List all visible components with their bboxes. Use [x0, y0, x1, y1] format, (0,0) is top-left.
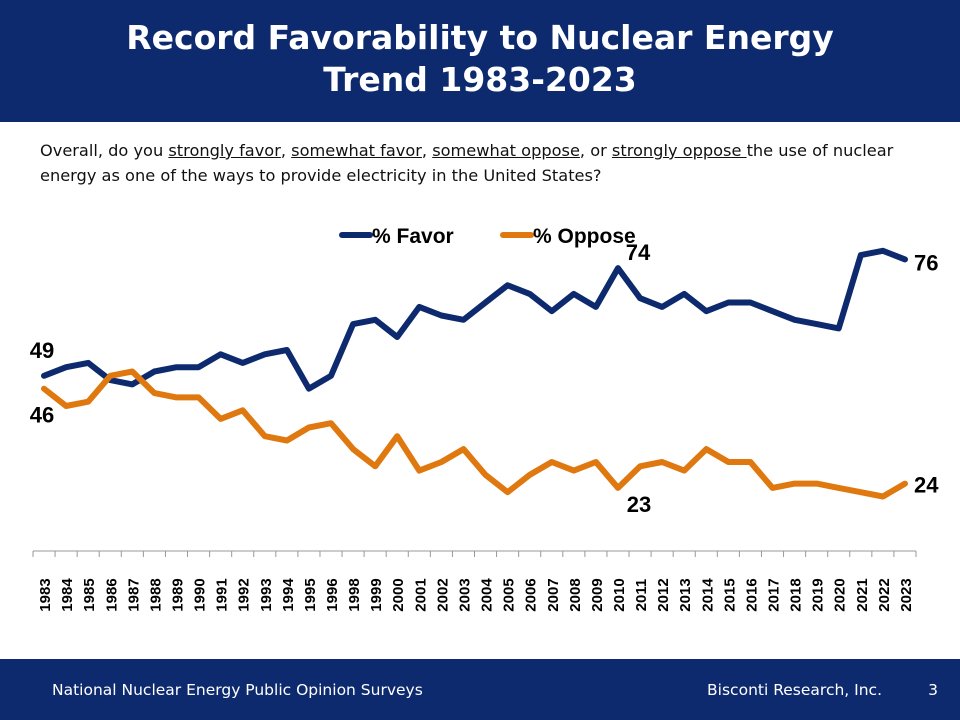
- favor-data-label: 76: [914, 250, 938, 275]
- oppose-data-label: 23: [627, 492, 651, 517]
- x-tick-label: 1988: [147, 578, 164, 611]
- title-banner: Record Favorability to Nuclear Energy Tr…: [0, 0, 960, 122]
- favor-data-label: 49: [30, 338, 54, 363]
- x-tick-label: 2015: [721, 578, 738, 611]
- x-tick-label: 1983: [37, 578, 54, 611]
- x-tick-label: 2004: [479, 578, 496, 612]
- x-tick-label: 1984: [59, 578, 76, 612]
- option-strongly-oppose: strongly oppose: [611, 141, 747, 160]
- x-tick-label: 2005: [501, 578, 518, 611]
- question-prefix: Overall, do you: [40, 141, 169, 160]
- x-tick-label: 2001: [412, 578, 429, 611]
- question-sep-3: , or: [579, 141, 612, 160]
- footer-organization: Bisconti Research, Inc.: [707, 681, 882, 699]
- x-tick-label: 2022: [876, 578, 893, 611]
- x-tick-label: 1998: [346, 578, 363, 611]
- x-tick-label: 2019: [810, 578, 827, 611]
- x-tick-label: 2016: [743, 578, 760, 611]
- question-suffix: the use of nuclear energy as one of the …: [40, 141, 894, 185]
- favor-data-label: 74: [626, 240, 651, 265]
- x-tick-label: 2023: [898, 578, 915, 611]
- x-tick-label: 2009: [589, 578, 606, 611]
- x-tick-label: 2003: [456, 578, 473, 611]
- legend-favor-label: % Favor: [372, 225, 454, 248]
- legend-oppose-label: % Oppose: [533, 225, 636, 248]
- x-tick-label: 2000: [390, 578, 407, 611]
- question-sep-2: ,: [421, 141, 433, 160]
- x-tick-label: 1987: [125, 578, 142, 611]
- option-somewhat-favor: somewhat favor: [291, 141, 422, 160]
- footer-source: National Nuclear Energy Public Opinion S…: [52, 681, 423, 699]
- x-tick-label: 2017: [766, 578, 783, 611]
- footer-bar: National Nuclear Energy Public Opinion S…: [0, 659, 960, 720]
- x-tick-label: 1990: [192, 578, 209, 611]
- x-tick-label: 2002: [434, 578, 451, 611]
- x-tick-label: 2013: [677, 578, 694, 611]
- x-tick-label: 1985: [81, 578, 98, 611]
- option-somewhat-oppose: somewhat oppose: [432, 141, 580, 160]
- x-tick-label: 1999: [368, 578, 385, 611]
- favor-series-line: [41, 247, 908, 392]
- x-tick-label: 2006: [523, 578, 540, 611]
- oppose-data-label: 24: [914, 473, 939, 498]
- x-tick-label: 1989: [169, 578, 186, 611]
- x-tick-label: 1996: [324, 578, 341, 611]
- x-tick-label: 2010: [611, 578, 628, 611]
- x-tick-label: 2021: [854, 578, 871, 611]
- oppose-series-line: [41, 368, 908, 500]
- page-number: 3: [928, 681, 938, 699]
- slide-title: Record Favorability to Nuclear Energy: [126, 18, 834, 57]
- trend-line-chart: 1983 1984 1985 1986 1987 1988 1989 1990 1991 1992…: [30, 225, 939, 612]
- x-tick-label: 1993: [258, 578, 275, 611]
- x-tick-label: 1995: [302, 578, 319, 611]
- slide-subtitle: Trend 1983-2023: [323, 60, 637, 99]
- option-strongly-favor: strongly favor: [168, 141, 281, 160]
- x-tick-label: 2011: [633, 579, 650, 612]
- x-tick-label: 2007: [545, 578, 562, 611]
- x-tick-label: 2014: [699, 578, 716, 612]
- x-tick-label: 2018: [788, 578, 805, 611]
- x-tick-label: 2008: [567, 578, 584, 611]
- survey-question: Overall, do you strongly favor, somewhat…: [40, 138, 920, 188]
- x-tick-label: 1992: [236, 578, 253, 611]
- x-tick-label: 1986: [103, 578, 120, 611]
- oppose-data-label: 46: [30, 403, 54, 428]
- x-tick-label: 1994: [280, 578, 297, 612]
- question-sep-1: ,: [280, 141, 292, 160]
- x-tick-label: 2012: [655, 578, 672, 611]
- x-tick-label: 2020: [832, 578, 849, 611]
- x-tick-label: 1991: [214, 578, 231, 611]
